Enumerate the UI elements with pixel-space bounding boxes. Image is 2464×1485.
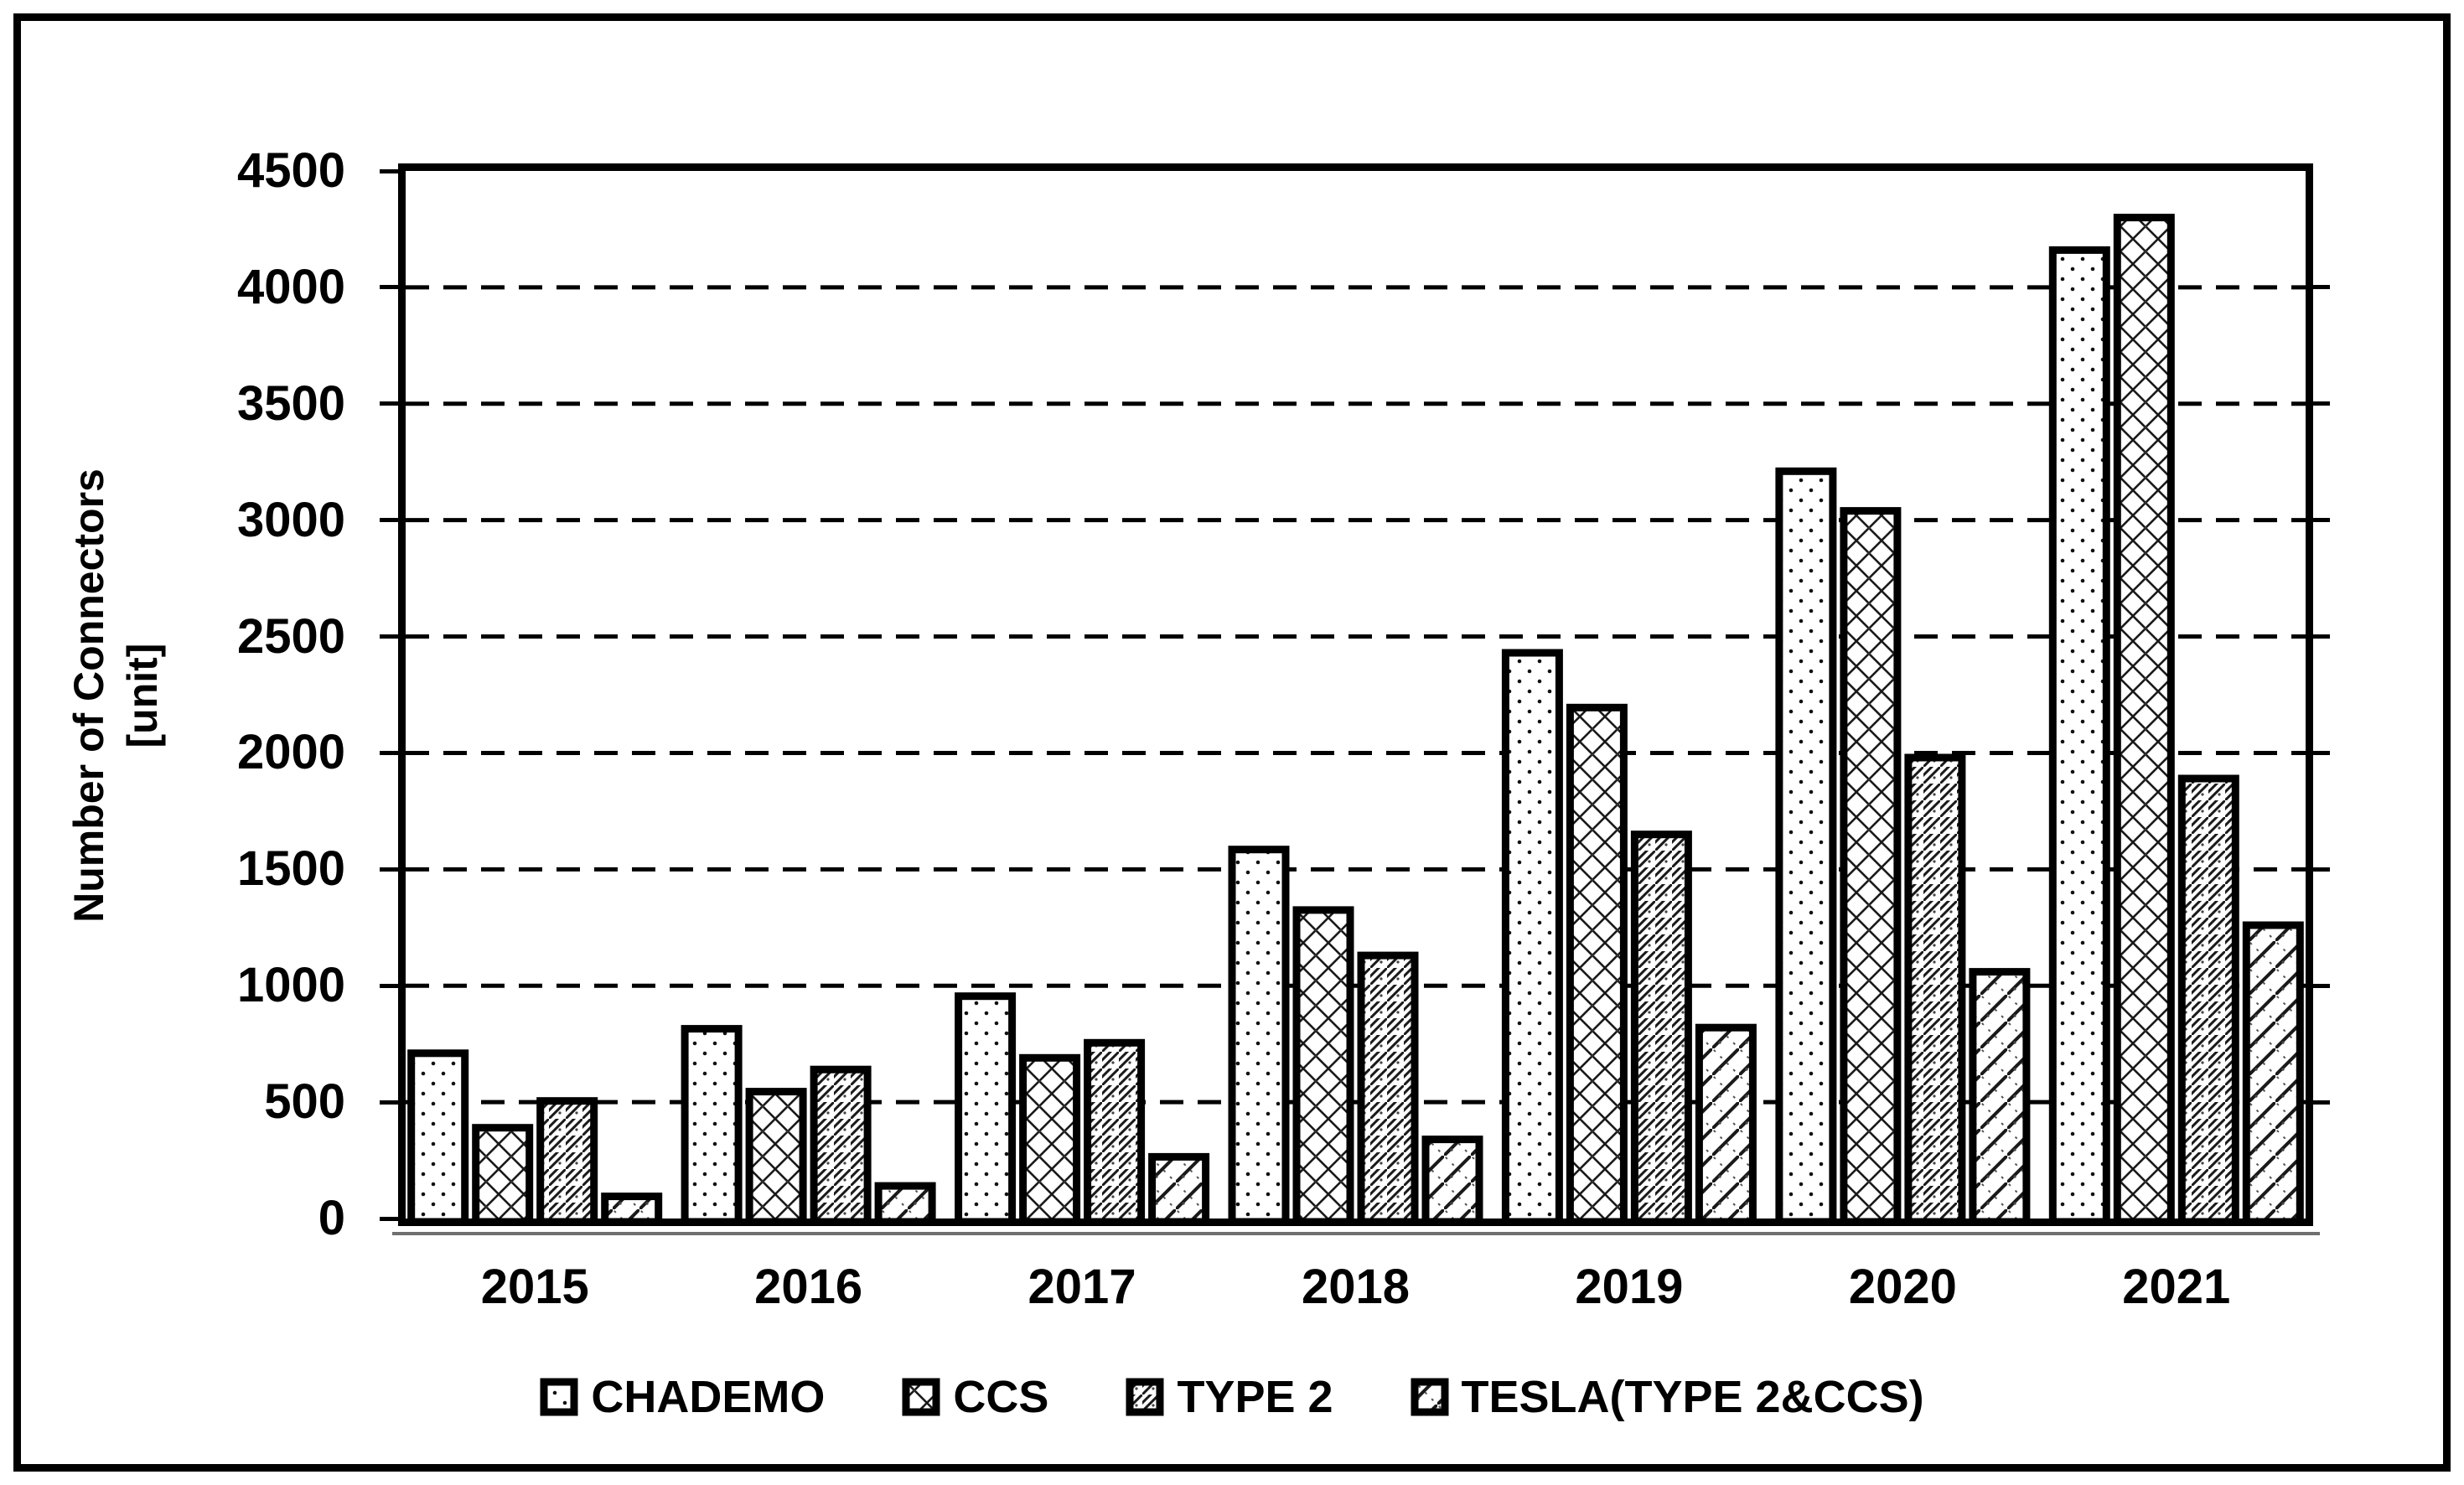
bar-type-2-2015: [536, 1097, 598, 1226]
x-category-label-2016: 2016: [754, 1260, 863, 1314]
y-tick-mark-left: [380, 750, 398, 755]
legend-label: CHADEMO: [591, 1372, 826, 1422]
bar-type-2-2021: [2177, 774, 2239, 1226]
x-category-label-2019: 2019: [1575, 1260, 1684, 1314]
bar-chademo-2020: [1775, 467, 1837, 1226]
bars: [407, 214, 2304, 1226]
legend-marker-diamond-crosshatch-icon: [902, 1378, 940, 1416]
y-tick-mark-right: [2311, 750, 2330, 755]
bar-chademo-2015: [407, 1049, 469, 1226]
bar-ccs-2021: [2113, 214, 2175, 1226]
y-tick-label-0: 0: [318, 1191, 345, 1245]
bar-ccs-2017: [1019, 1053, 1081, 1226]
bar-tesla-type-2-ccs--2018: [1421, 1136, 1483, 1226]
legend-marker-wide-diagonal-hatch-icon: [1411, 1378, 1449, 1416]
x-category-label-2018: 2018: [1301, 1260, 1411, 1314]
bar-type-2-2019: [1630, 830, 1692, 1226]
bar-tesla-type-2-ccs--2021: [2242, 921, 2304, 1226]
y-tick-label-4500: 4500: [236, 143, 345, 198]
bar-type-2-2020: [1904, 753, 1966, 1226]
bar-chademo-2019: [1501, 649, 1563, 1226]
plot-frame: [398, 163, 2313, 1226]
x-category-label-2015: 2015: [480, 1260, 589, 1314]
y-axis-title-line1: Number of Connectors: [65, 468, 112, 923]
bar-ccs-2015: [472, 1124, 534, 1226]
legend: CHADEMO CCS TYPE 2 TESLA(TYPE 2&CCS): [0, 1359, 2464, 1435]
y-tick-label-1000: 1000: [236, 958, 345, 1013]
bar-chademo-2021: [2048, 246, 2110, 1226]
legend-label: TYPE 2: [1177, 1372, 1333, 1422]
legend-marker-diagonal-hatch-icon: [1126, 1378, 1164, 1416]
legend-label: CCS: [953, 1372, 1049, 1422]
y-tick-mark-left: [380, 634, 398, 639]
bar-type-2-2016: [810, 1065, 872, 1226]
y-tick-label-4000: 4000: [236, 259, 345, 314]
x-category-label-2021: 2021: [2122, 1260, 2231, 1314]
y-tick-mark-left: [380, 168, 398, 173]
bar-type-2-2018: [1357, 951, 1419, 1226]
y-tick-label-2500: 2500: [236, 608, 345, 664]
bar-ccs-2018: [1292, 906, 1354, 1226]
bar-chademo-2017: [955, 992, 1017, 1226]
legend-marker-dots-icon: [540, 1378, 578, 1416]
bar-chademo-2016: [681, 1025, 743, 1226]
bar-ccs-2019: [1566, 703, 1628, 1226]
x-category-label-2020: 2020: [1848, 1260, 1957, 1314]
legend-label: TESLA(TYPE 2&CCS): [1461, 1372, 1924, 1422]
y-tick-mark-right: [2311, 983, 2330, 988]
y-tick-label-500: 500: [264, 1074, 345, 1130]
y-tick-mark-left: [380, 401, 398, 406]
bar-tesla-type-2-ccs--2016: [874, 1182, 936, 1226]
y-tick-mark-left: [380, 285, 398, 290]
x-category-label-2017: 2017: [1028, 1260, 1136, 1314]
y-tick-mark-left: [380, 983, 398, 988]
y-tick-mark-left: [380, 867, 398, 872]
y-tick-mark-right: [2311, 634, 2330, 639]
y-tick-label-3000: 3000: [236, 492, 345, 547]
bar-ccs-2020: [1840, 507, 1902, 1226]
axis-shadow-line: [392, 1232, 2320, 1235]
y-tick-mark-left: [380, 1100, 398, 1105]
bar-ccs-2016: [745, 1088, 807, 1226]
legend-item-ccs: CCS: [902, 1371, 1048, 1423]
y-tick-mark-left: [380, 1216, 398, 1221]
bar-tesla-type-2-ccs--2020: [1969, 968, 2031, 1226]
y-tick-mark-right: [2311, 1100, 2330, 1105]
y-tick-mark-left: [380, 518, 398, 523]
y-tick-label-1500: 1500: [236, 841, 345, 897]
plot-area: [398, 163, 2313, 1226]
bar-tesla-type-2-ccs--2017: [1148, 1152, 1210, 1226]
y-tick-mark-right: [2311, 518, 2330, 523]
bar-type-2-2017: [1084, 1038, 1146, 1226]
legend-item-chademo: CHADEMO: [540, 1371, 825, 1423]
y-tick-mark-right: [2311, 285, 2330, 290]
y-tick-mark-right: [2311, 867, 2330, 872]
y-tick-label-2000: 2000: [236, 725, 345, 780]
bar-chademo-2018: [1228, 846, 1290, 1226]
legend-item-type-2: TYPE 2: [1126, 1371, 1333, 1423]
y-tick-mark-right: [2311, 401, 2330, 406]
bar-tesla-type-2-ccs--2015: [601, 1193, 663, 1226]
legend-item-tesla-type-2-ccs-: TESLA(TYPE 2&CCS): [1411, 1371, 1924, 1423]
bar-tesla-type-2-ccs--2019: [1695, 1023, 1757, 1226]
y-tick-label-3500: 3500: [236, 375, 345, 431]
